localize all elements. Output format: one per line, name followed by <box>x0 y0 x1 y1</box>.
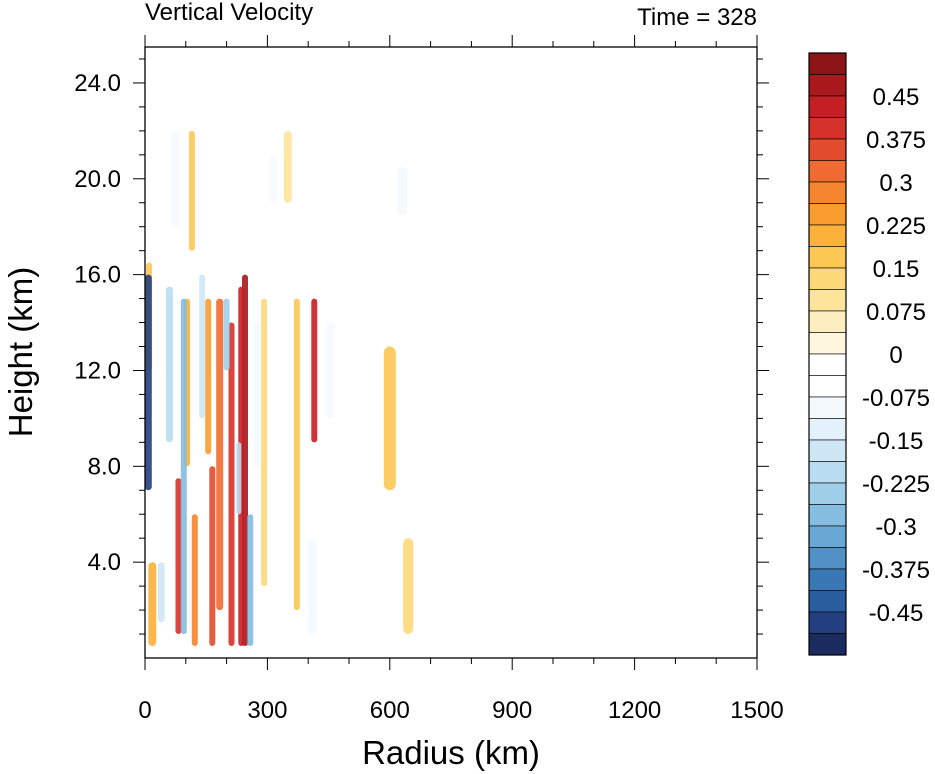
colorbar-swatch-20 <box>808 482 847 505</box>
colorbar-border <box>808 52 847 656</box>
colorbar-swatch-24 <box>808 568 847 591</box>
colorbar-swatch-21 <box>808 504 847 527</box>
x-axis-ticks: 0 300 600 900 1200 1500 <box>138 35 784 724</box>
colorbar-swatch-25 <box>808 590 847 613</box>
velocity-streak-16 <box>283 130 292 203</box>
velocity-streak-28 <box>326 322 335 419</box>
x-tick-label: 0 <box>138 697 151 724</box>
velocity-streak-24 <box>223 298 230 371</box>
colorbar-tick-label: 0.225 <box>866 213 926 240</box>
x-tick-label: 600 <box>370 697 410 724</box>
velocity-streak-20 <box>166 286 173 443</box>
colorbar-swatch-6 <box>808 181 847 204</box>
colorbar-swatch-1 <box>808 74 847 97</box>
velocity-streak-30 <box>308 538 317 634</box>
velocity-streak-13 <box>261 298 268 587</box>
velocity-streak-4 <box>209 466 216 646</box>
y-tick-label: 16.0 <box>74 262 121 289</box>
y-tick-label: 12.0 <box>74 357 121 384</box>
velocity-streak-29 <box>397 166 407 215</box>
colorbar: 0.45 0.375 0.3 0.225 0.15 0.075 0 -0.075 -0.15 -0… <box>808 52 930 656</box>
colorbar-swatch-18 <box>808 439 847 462</box>
velocity-streak-31 <box>171 130 180 227</box>
velocity-streak-12 <box>293 298 300 611</box>
colorbar-swatch-26 <box>808 611 847 634</box>
colorbar-swatch-12 <box>808 310 847 333</box>
colorbar-swatch-27 <box>808 633 847 656</box>
y-tick-label: 20.0 <box>74 166 121 193</box>
colorbar-swatch-2 <box>808 95 847 118</box>
colorbar-swatch-8 <box>808 224 847 247</box>
colorbar-swatch-11 <box>808 289 847 312</box>
velocity-streak-17 <box>188 130 195 251</box>
x-tick-label: 1200 <box>608 697 661 724</box>
velocity-streak-11 <box>311 298 318 443</box>
plot-area-frame <box>144 46 758 659</box>
velocity-streak-21 <box>199 274 206 419</box>
colorbar-tick-label: 0.45 <box>873 84 920 111</box>
colorbar-tick-label: -0.375 <box>862 557 930 584</box>
colorbar-swatch-23 <box>808 547 847 570</box>
colorbar-tick-label: 0.375 <box>866 127 926 154</box>
chart-subtitle: Time = 328 <box>637 4 757 31</box>
colorbar-swatch-16 <box>808 396 847 419</box>
colorbar-swatch-14 <box>808 353 847 376</box>
velocity-streak-22 <box>247 514 254 646</box>
y-tick-label: 4.0 <box>88 549 121 576</box>
heatmap-field <box>144 130 414 647</box>
velocity-streak-7 <box>191 514 198 646</box>
velocity-streak-6 <box>175 478 182 634</box>
colorbar-tick-label: 0.15 <box>873 256 920 283</box>
colorbar-swatch-22 <box>808 525 847 548</box>
colorbar-swatch-9 <box>808 246 847 269</box>
velocity-streak-27 <box>270 154 277 203</box>
colorbar-swatch-17 <box>808 418 847 441</box>
velocity-streak-18 <box>144 274 152 491</box>
y-tick-label: 8.0 <box>88 453 121 480</box>
colorbar-swatch-4 <box>808 138 847 161</box>
x-tick-label: 300 <box>247 697 287 724</box>
velocity-streak-19 <box>180 298 187 635</box>
y-tick-label: 24.0 <box>74 70 121 97</box>
colorbar-tick-label: 0.3 <box>879 170 912 197</box>
velocity-streak-23 <box>236 442 242 515</box>
y-axis-label: Height (km) <box>2 267 39 438</box>
colorbar-tick-label: -0.15 <box>869 428 924 455</box>
colorbar-tick-label: 0 <box>889 342 902 369</box>
velocity-streak-15 <box>403 538 414 634</box>
colorbar-tick-label: -0.45 <box>869 600 924 627</box>
velocity-streak-26 <box>254 322 261 467</box>
velocity-streak-5 <box>205 298 212 455</box>
velocity-streak-14 <box>383 346 396 491</box>
colorbar-swatch-10 <box>808 267 847 290</box>
colorbar-tick-label: -0.225 <box>862 471 930 498</box>
x-tick-label: 1500 <box>730 697 783 724</box>
chart-title: Vertical Velocity <box>145 0 313 26</box>
x-tick-label: 900 <box>492 697 532 724</box>
velocity-streak-2 <box>228 322 235 646</box>
colorbar-tick-label: -0.075 <box>862 385 930 412</box>
y-axis-ticks: 4.0 8.0 12.0 16.0 20.0 24.0 <box>74 58 769 635</box>
velocity-streak-25 <box>157 562 165 623</box>
colorbar-tick-label: 0.075 <box>866 299 926 326</box>
colorbar-swatch-7 <box>808 203 847 226</box>
colorbar-swatch-3 <box>808 117 847 140</box>
x-axis-label: Radius (km) <box>362 734 540 771</box>
velocity-streak-9 <box>148 562 157 647</box>
colorbar-tick-label: -0.3 <box>875 514 916 541</box>
velocity-streak-3 <box>216 298 224 611</box>
colorbar-swatch-19 <box>808 461 847 484</box>
colorbar-swatch-5 <box>808 160 847 183</box>
colorbar-swatch-13 <box>808 332 847 355</box>
colorbar-swatch-0 <box>808 52 847 75</box>
colorbar-swatch-15 <box>808 375 847 398</box>
